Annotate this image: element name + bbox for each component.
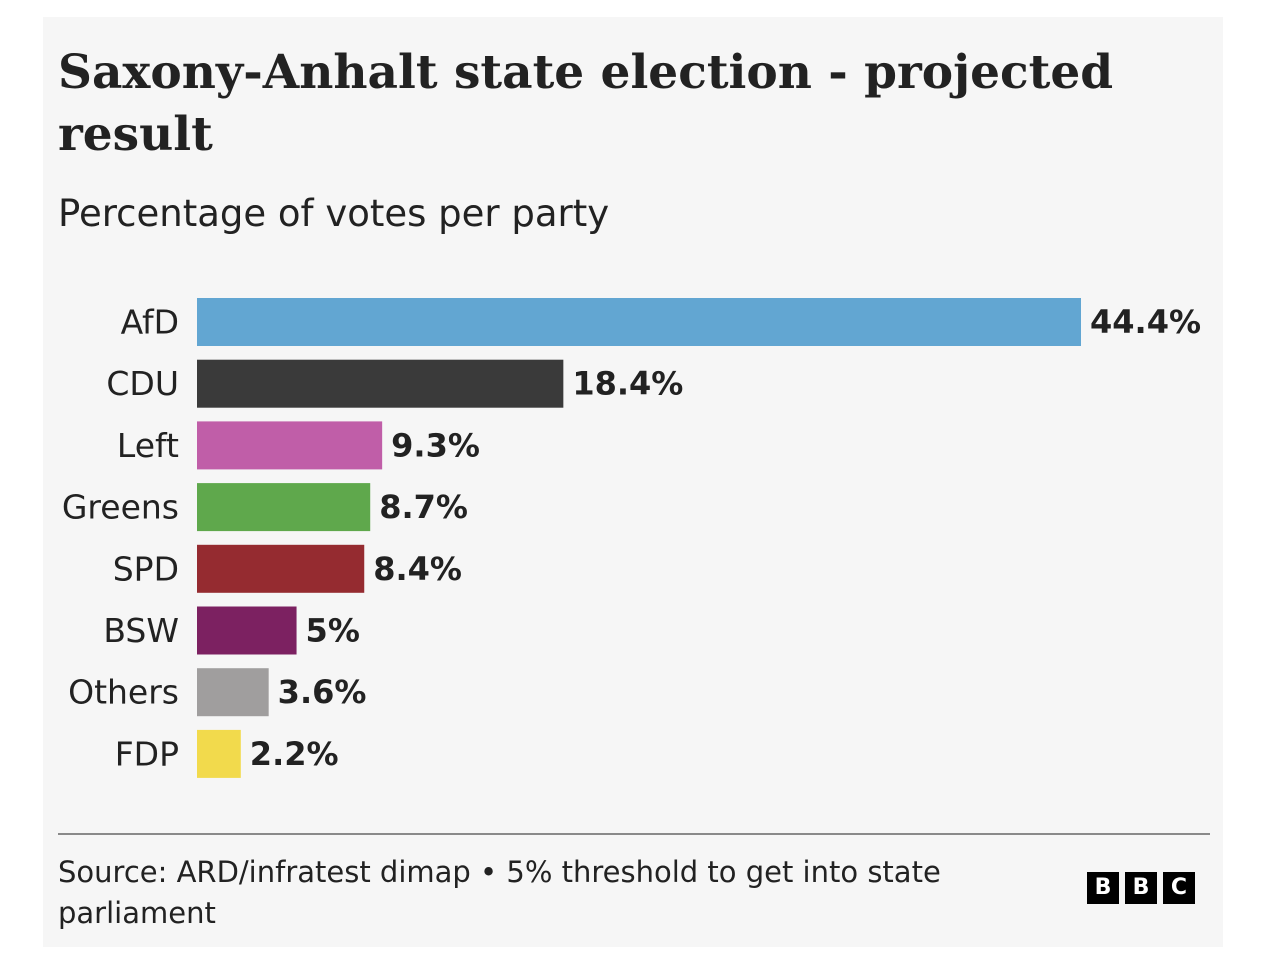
bar-spd — [197, 544, 365, 593]
value-label-left: 9.3% — [391, 426, 480, 464]
category-label-cdu: CDU — [106, 364, 179, 403]
bbc-logo-letter-3: C — [1163, 872, 1195, 904]
category-label-greens: Greens — [62, 488, 179, 527]
footer-divider — [58, 833, 1210, 835]
category-label-others: Others — [68, 673, 179, 712]
bbc-logo: B B C — [1087, 872, 1195, 904]
chart-title: Saxony-Anhalt state election - projected… — [58, 45, 1114, 162]
chart-subtitle: Percentage of votes per party — [58, 192, 610, 235]
value-label-spd: 8.4% — [373, 550, 462, 588]
bar-greens — [197, 483, 371, 532]
bar-afd — [197, 298, 1081, 346]
category-label-afd: AfD — [121, 303, 179, 342]
bar-cdu — [197, 359, 564, 408]
bbc-logo-letter-1: B — [1087, 872, 1119, 904]
category-label-fdp: FDP — [115, 734, 179, 773]
value-label-fdp: 2.2% — [250, 735, 339, 773]
bar-chart: AfD 44.4% CDU 18.4% Left 9.3% Greens 8.7% SPD 8.4… — [62, 298, 1201, 778]
bar-left — [197, 421, 383, 470]
source-note: Source: ARD/infratest dimap • 5% thresho… — [58, 855, 941, 930]
value-label-bsw: 5% — [306, 612, 360, 650]
value-label-cdu: 18.4% — [572, 365, 683, 403]
bar-others — [197, 668, 269, 717]
value-label-others: 3.6% — [278, 673, 367, 711]
category-label-spd: SPD — [113, 549, 179, 588]
category-label-bsw: BSW — [103, 611, 179, 650]
value-label-afd: 44.4% — [1090, 303, 1201, 341]
value-label-greens: 8.7% — [379, 488, 468, 526]
bar-fdp — [197, 729, 241, 778]
category-label-left: Left — [117, 426, 179, 465]
bbc-logo-letter-2: B — [1125, 872, 1157, 904]
chart-card — [43, 17, 1223, 947]
bar-bsw — [197, 606, 297, 655]
